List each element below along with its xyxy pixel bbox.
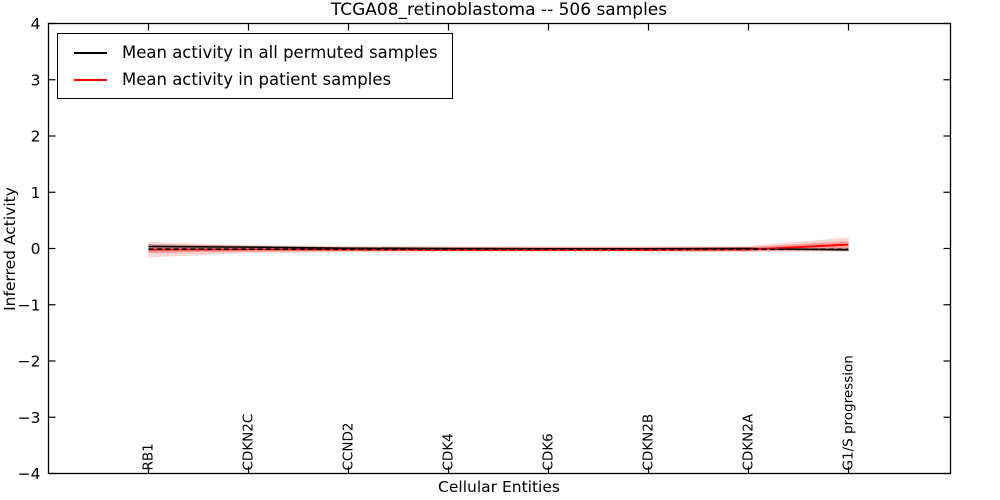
legend-entry-permuted: Mean activity in all permuted samples: [74, 39, 438, 66]
y-axis-label: Inferred Activity: [1, 187, 19, 311]
y-tick-label: 1: [31, 184, 41, 202]
y-tick-label: −1: [18, 296, 41, 314]
chart-title: TCGA08_retinoblastoma -- 506 samples: [330, 0, 668, 20]
x-tick-label: CDK4: [440, 433, 456, 470]
y-tick-label: −4: [18, 465, 41, 483]
legend-line-sample-permuted: [74, 51, 107, 54]
legend-line-sample-patient: [74, 78, 107, 81]
x-axis-label: Cellular Entities: [438, 478, 560, 496]
band-0: [148, 237, 849, 258]
x-tick-label: RB1: [140, 443, 156, 470]
legend-label-patient: Mean activity in patient samples: [122, 70, 392, 89]
legend-entry-patient: Mean activity in patient samples: [74, 66, 438, 93]
y-tick-label: −3: [18, 409, 41, 427]
legend: Mean activity in all permuted samples Me…: [57, 33, 453, 99]
x-tick-label: CDKN2C: [240, 414, 256, 471]
y-tick-label: 0: [31, 240, 41, 258]
y-tick-label: −2: [18, 353, 41, 371]
y-tick-label: 4: [31, 15, 41, 33]
legend-label-permuted: Mean activity in all permuted samples: [122, 43, 438, 62]
y-tick-label: 3: [31, 71, 41, 89]
x-tick-label: CDKN2A: [740, 413, 756, 470]
x-tick-label: CCND2: [340, 423, 356, 471]
x-tick-label: CDKN2B: [640, 414, 656, 471]
x-tick-label: CDK6: [540, 433, 556, 470]
y-tick-label: 2: [31, 128, 41, 146]
x-tick-label: G1/S progression: [840, 355, 856, 470]
